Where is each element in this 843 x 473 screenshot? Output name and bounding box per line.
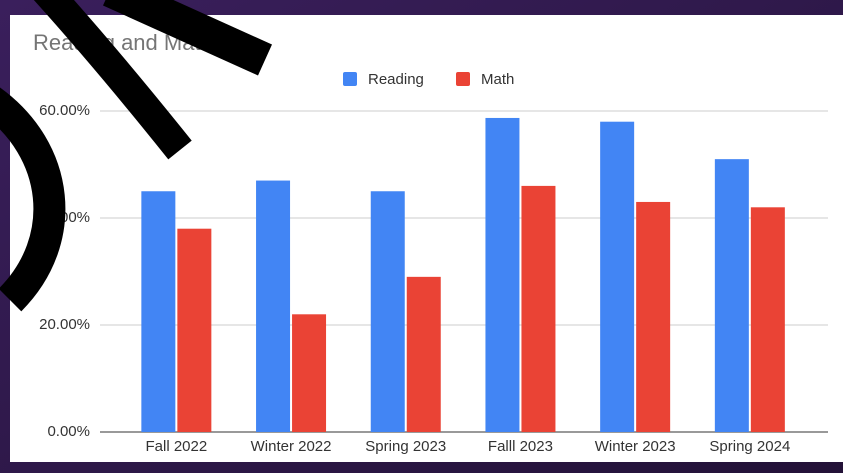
- x-tick-label: Spring 2024: [709, 438, 790, 455]
- bar: [600, 121, 635, 432]
- decor-stroke: [103, 0, 272, 76]
- x-tick-label: Winter 2023: [595, 438, 676, 455]
- y-tick-label: 20.00%: [39, 316, 90, 333]
- bar: [636, 201, 671, 432]
- legend-label: Math: [481, 71, 514, 88]
- bar: [406, 276, 441, 432]
- legend-label: Reading: [368, 71, 424, 88]
- y-tick-label: 60.00%: [39, 102, 90, 119]
- x-tick-label: Falll 2023: [488, 438, 553, 455]
- bar: [714, 159, 749, 432]
- bar: [521, 185, 556, 432]
- bar: [750, 207, 785, 432]
- x-tick-label: Spring 2023: [365, 438, 446, 455]
- bar: [292, 314, 327, 432]
- legend-swatch: [343, 72, 357, 86]
- bar: [177, 228, 212, 432]
- x-tick-label: Winter 2022: [251, 438, 332, 455]
- bar: [141, 191, 176, 432]
- bar: [370, 191, 405, 432]
- x-tick-label: Fall 2022: [145, 438, 207, 455]
- decor-stroke: [0, 87, 66, 312]
- bar: [256, 180, 291, 432]
- bar: [485, 117, 520, 432]
- legend-swatch: [456, 72, 470, 86]
- decor-strokes: [0, 0, 272, 312]
- y-tick-label: 0.00%: [47, 423, 90, 440]
- decor-stroke: [33, 0, 192, 160]
